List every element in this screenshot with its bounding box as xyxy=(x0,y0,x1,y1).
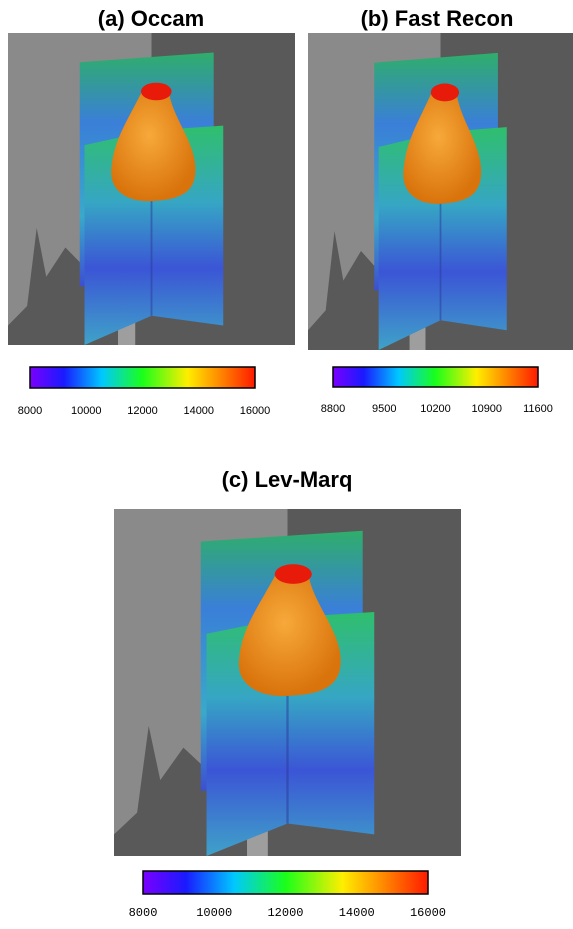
colorbar-tick-label: 8000 xyxy=(129,906,158,920)
panel-title: (a) Occam xyxy=(98,6,204,31)
colorbar-tick-label: 10200 xyxy=(420,403,451,415)
render-image xyxy=(308,33,573,350)
colorbar xyxy=(30,367,255,388)
colorbar-tick-label: 9500 xyxy=(372,403,396,415)
colorbar-tick-label: 8800 xyxy=(321,403,345,415)
colorbar-tick-label: 16000 xyxy=(410,906,446,920)
panel-title: (b) Fast Recon xyxy=(361,6,514,31)
colorbar-tick-label: 12000 xyxy=(127,405,158,417)
colorbar-tick-label: 8000 xyxy=(18,405,42,417)
render-image xyxy=(8,33,295,345)
colorbar-tick-label: 10000 xyxy=(71,405,102,417)
panel-title: (c) Lev-Marq xyxy=(222,467,353,492)
colorbar-tick-label: 10000 xyxy=(196,906,232,920)
figure: (a) Occam 8000 10000 12000 14000 16000 (b) Fas… xyxy=(0,0,573,924)
render-image xyxy=(114,509,461,856)
colorbar-tick-label: 10900 xyxy=(471,403,502,415)
colorbar xyxy=(143,871,428,894)
colorbar-tick-label: 16000 xyxy=(240,405,271,417)
colorbar-tick-label: 14000 xyxy=(339,906,375,920)
colorbar-tick-label: 14000 xyxy=(183,405,214,417)
colorbar-tick-label: 11600 xyxy=(523,403,553,415)
colorbar-tick-label: 12000 xyxy=(267,906,303,920)
colorbar xyxy=(333,367,538,387)
